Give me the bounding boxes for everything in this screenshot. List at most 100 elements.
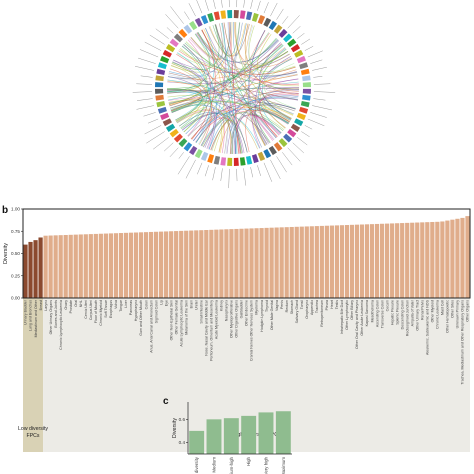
- bar: [194, 230, 199, 298]
- chord-segment: [239, 10, 246, 19]
- chord-link: [234, 114, 281, 155]
- chord-link: [235, 22, 294, 116]
- chord-segment: [169, 38, 179, 48]
- bar: [430, 221, 435, 298]
- bar: [380, 223, 385, 298]
- chord-label-mark: [313, 83, 331, 85]
- chord-link: [232, 21, 247, 56]
- bar: [275, 411, 291, 454]
- y-tick-label: 0.4: [179, 440, 186, 445]
- chord-link: [224, 22, 241, 154]
- chord-segment: [273, 24, 283, 34]
- chord-link: [167, 22, 231, 79]
- chord-label-mark: [185, 159, 196, 179]
- chord-segment: [300, 100, 310, 108]
- chord-link: [176, 109, 216, 150]
- chord-segment: [268, 20, 277, 31]
- bar: [103, 233, 108, 298]
- chord-link: [171, 101, 292, 119]
- bar: [118, 233, 124, 298]
- chord-label-mark: [263, 2, 269, 14]
- chord-segment: [245, 11, 253, 21]
- x-tick-label: Bones and Joints: [54, 300, 58, 328]
- chord-label-mark: [304, 46, 314, 51]
- x-tick-label: Gum and Other Mouth: [139, 300, 143, 336]
- low-diversity-band: [23, 298, 44, 452]
- chord-link: [166, 88, 202, 112]
- x-tick-label: Kidney: [220, 300, 224, 311]
- chord-segment: [155, 88, 164, 94]
- chord-label-mark: [310, 59, 323, 64]
- chord-segment: [294, 118, 304, 127]
- bar: [33, 240, 38, 298]
- bar: [259, 228, 264, 298]
- chord-label-mark: [257, 165, 261, 177]
- chord-segment: [189, 145, 198, 156]
- chord-segment: [283, 133, 293, 143]
- x-tick-label: Eye: [164, 300, 168, 306]
- x-tick-label: Anus, Anal Canal and Anorectum: [149, 300, 153, 353]
- chord-label-mark: [144, 125, 162, 135]
- chord-label-mark: [212, 167, 216, 181]
- chord-label-mark: [204, 0, 209, 11]
- chord-segment: [239, 157, 246, 166]
- bar: [128, 232, 134, 298]
- chord-link: [181, 109, 281, 135]
- chord-label-mark: [312, 105, 333, 111]
- chord-label-mark: [297, 33, 305, 39]
- bar: [184, 230, 189, 298]
- bar-chart-b: Urinary Bladder Lung and Bronchus Mediasti…: [3, 207, 471, 452]
- chord-segment: [287, 38, 297, 48]
- chord-label-mark: [213, 0, 216, 9]
- bar: [159, 231, 164, 298]
- bar: [435, 221, 440, 298]
- chord-label-mark: [292, 142, 304, 154]
- chord-segment: [300, 68, 310, 76]
- chord-segment: [155, 75, 164, 82]
- chord-link: [248, 25, 298, 77]
- chord-segment: [160, 55, 170, 64]
- chord-segment: [263, 17, 272, 27]
- x-tick-label: Chronic Lymphocytic Leukemia: [59, 300, 63, 350]
- x-tick-label: Hepatic Flexure: [390, 300, 394, 325]
- bar: [405, 222, 410, 298]
- x-tick-label: Trachea: [315, 300, 319, 313]
- x-tick-label: Pancreas: [129, 300, 133, 315]
- chord-segment: [165, 123, 176, 132]
- x-tick-label: Vagina: [275, 300, 279, 311]
- bar: [68, 234, 73, 298]
- x-tick-label: Unknown Primary: [456, 300, 460, 329]
- bar: [294, 226, 299, 298]
- x-tick-label: Ampulla of Vater: [410, 299, 414, 326]
- chord-segment: [251, 154, 259, 164]
- chord-segment: [207, 154, 215, 164]
- x-tick-label: High: [246, 456, 251, 466]
- x-tick-label: Brain: [189, 300, 193, 308]
- chord-diagram: [132, 0, 336, 189]
- chord-label-mark: [197, 162, 203, 175]
- bar: [169, 231, 174, 298]
- chord-link: [265, 87, 300, 95]
- chord-label-mark: [136, 105, 154, 110]
- x-tick-label: Other Myeloid: [431, 300, 435, 322]
- chord-label-mark: [282, 152, 293, 166]
- x-tick-label: Lip: [159, 300, 163, 305]
- chord-label-mark: [204, 165, 209, 177]
- chord-link: [169, 68, 213, 146]
- bar: [48, 235, 53, 298]
- chord-link: [168, 72, 298, 101]
- x-tick-label: Tonsil: [300, 300, 304, 309]
- chord-link: [245, 109, 290, 153]
- chord-link: [195, 33, 279, 63]
- chord-link: [168, 38, 278, 105]
- chord-label-mark: [292, 26, 301, 34]
- chord-label-mark: [282, 16, 289, 24]
- chord-link: [262, 102, 294, 122]
- y-axis-label: Diversity: [172, 418, 178, 438]
- chord-link: [176, 54, 278, 137]
- chord-segment: [173, 33, 183, 43]
- chord-link: [208, 26, 288, 66]
- bar: [344, 225, 350, 298]
- chord-segment: [273, 142, 283, 152]
